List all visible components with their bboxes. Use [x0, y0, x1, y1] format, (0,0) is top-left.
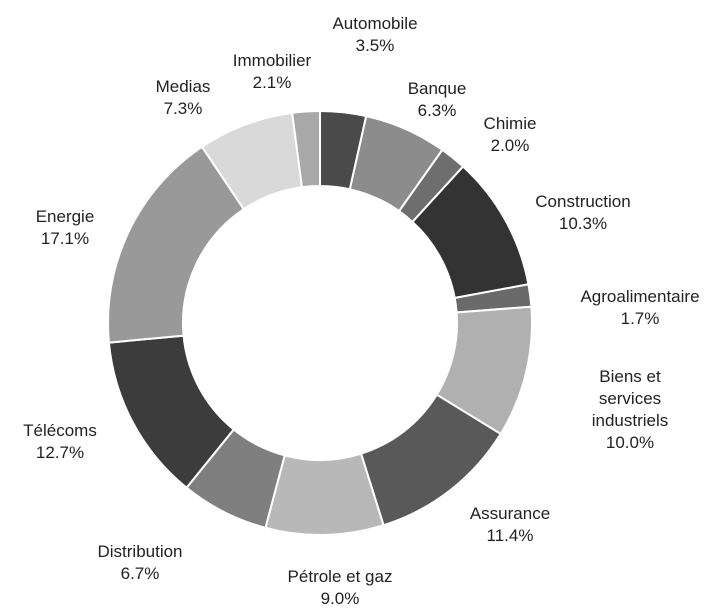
- segment-label: Construction 10.3%: [535, 191, 630, 235]
- value-label: 12.7%: [35, 443, 85, 462]
- value-label: 2.0%: [490, 136, 530, 155]
- segment-label: Chimie 2.0%: [484, 113, 537, 157]
- segment-label: Télécoms 12.7%: [23, 420, 97, 464]
- value-label: 2.1%: [252, 73, 292, 92]
- value-label: 10.0%: [605, 433, 655, 452]
- segment-label: Automobile 3.5%: [332, 13, 417, 57]
- segment-label: Biens et services industriels 10.0%: [584, 366, 676, 454]
- category-label: Chimie: [483, 114, 537, 133]
- category-label: Distribution: [97, 542, 183, 561]
- donut-segment: [264, 452, 385, 536]
- value-label: 1.7%: [620, 309, 660, 328]
- category-label: Assurance: [469, 504, 551, 523]
- value-label: 10.3%: [558, 214, 608, 233]
- value-label: 17.1%: [40, 229, 90, 248]
- segment-label: Pétrole et gaz 9.0%: [288, 566, 393, 610]
- donut-segment: [291, 109, 321, 189]
- segment-label: Assurance 11.4%: [470, 503, 550, 547]
- value-label: 7.3%: [163, 99, 203, 118]
- category-label: Agroalimentaire: [580, 287, 700, 306]
- category-label: Immobilier: [232, 51, 312, 70]
- category-label: Construction: [535, 192, 631, 211]
- category-label: Medias: [155, 77, 211, 96]
- category-label: Automobile: [332, 14, 418, 33]
- segment-label: Medias 7.3%: [156, 76, 211, 120]
- value-label: 9.0%: [320, 589, 360, 608]
- category-label: Télécoms: [23, 421, 97, 440]
- value-label: 6.3%: [417, 101, 457, 120]
- segment-label: Distribution 6.7%: [97, 541, 182, 585]
- category-label: Pétrole et gaz: [287, 567, 393, 586]
- value-label: 11.4%: [486, 526, 534, 545]
- segment-label: Agroalimentaire 1.7%: [580, 286, 699, 330]
- category-label: Energie: [35, 207, 95, 226]
- value-label: 6.7%: [120, 564, 160, 583]
- segment-label: Banque 6.3%: [408, 78, 467, 122]
- category-label: Banque: [407, 79, 467, 98]
- value-label: 3.5%: [355, 36, 395, 55]
- segment-label: Immobilier 2.1%: [233, 50, 311, 94]
- category-label: Biens et services industriels: [591, 367, 669, 430]
- segment-label: Energie 17.1%: [36, 206, 95, 250]
